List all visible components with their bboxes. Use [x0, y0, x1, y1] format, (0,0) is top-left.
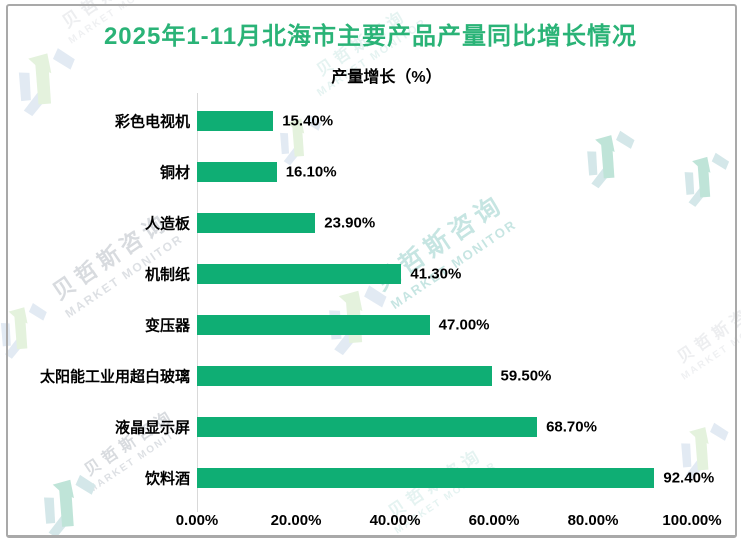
x-axis-tick-label: 0.00% [175, 512, 219, 529]
category-label: 液晶显示屏 [114, 419, 190, 437]
bar [197, 417, 538, 437]
category-label: 铜材 [159, 164, 190, 182]
value-label: 16.10% [285, 163, 337, 181]
category-label: 太阳能工业用超白玻璃 [39, 368, 190, 386]
value-label: 47.00% [438, 316, 490, 334]
category-label: 变压器 [144, 317, 190, 335]
value-label: 15.40% [282, 112, 334, 130]
x-axis-tick-label: 100.00% [662, 512, 722, 529]
x-axis-tick-label: 40.00% [369, 512, 421, 529]
x-axis-tick-label: 20.00% [270, 512, 322, 529]
category-label: 彩色电视机 [114, 113, 190, 131]
category-label: 机制纸 [144, 266, 190, 284]
category-label: 饮料酒 [144, 470, 190, 488]
x-axis-tick-label: 80.00% [567, 512, 619, 529]
bar [197, 366, 492, 386]
value-label: 23.90% [324, 214, 376, 232]
bar [197, 213, 316, 233]
y-axis-line [197, 93, 198, 512]
bar [197, 264, 402, 284]
bar [197, 162, 277, 182]
page-title: 2025年1-11月北海市主要产品产量同比增长情况 [103, 23, 638, 50]
bar [197, 468, 655, 488]
value-label: 92.40% [663, 469, 715, 487]
value-label: 41.30% [410, 265, 462, 283]
bar [197, 315, 430, 335]
value-label: 59.50% [500, 367, 552, 385]
category-label: 人造板 [144, 215, 190, 233]
x-axis-tick-label: 60.00% [468, 512, 520, 529]
bar [197, 111, 274, 131]
value-label: 68.70% [546, 418, 597, 436]
chart-subtitle: 产量增长（%） [331, 69, 442, 86]
